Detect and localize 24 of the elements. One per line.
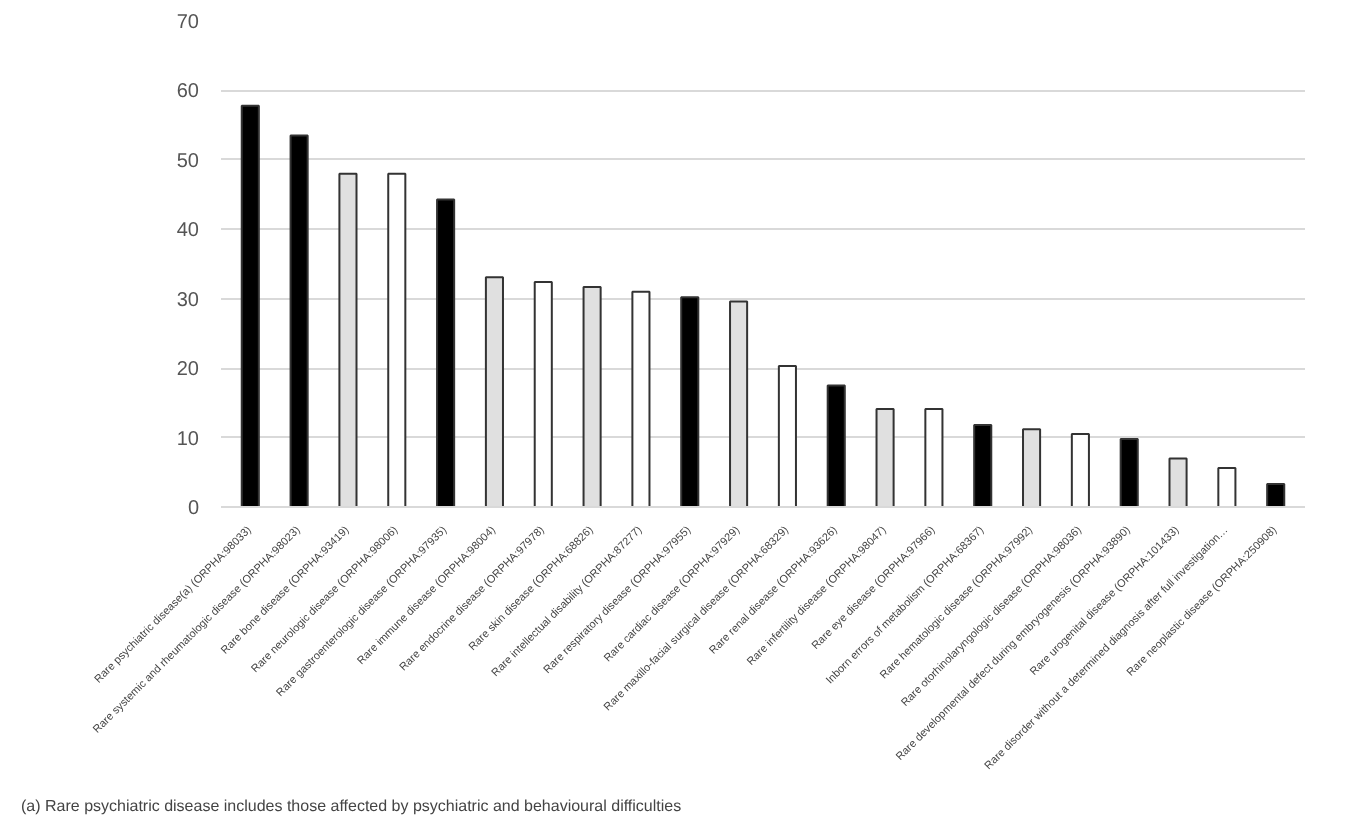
bar: [680, 296, 700, 507]
y-tick-label: 40: [176, 220, 200, 243]
bar: [1119, 437, 1139, 507]
y-tick-label: 0: [187, 498, 200, 520]
y-tick-label: 60: [176, 81, 200, 104]
bar: [533, 281, 553, 507]
bar: [1217, 467, 1237, 507]
y-tick-label: 50: [176, 150, 200, 173]
bar: [631, 290, 651, 507]
bar: [1266, 483, 1286, 507]
bar: [777, 365, 797, 507]
bar: [973, 424, 993, 507]
y-tick-label: 30: [176, 289, 200, 312]
bar: [240, 104, 260, 507]
bar: [924, 408, 944, 507]
bar: [436, 198, 456, 507]
bar: [289, 134, 309, 507]
bar: [387, 172, 407, 507]
y-tick-label: 10: [176, 428, 200, 451]
bar: [826, 384, 846, 507]
y-tick-label: 20: [176, 359, 200, 382]
y-tick-label: 70: [176, 12, 200, 34]
bar: [1070, 433, 1090, 507]
text: (a) Rare psychiatric disease includes those affected by psychiatric and behavioural difficulties: [21, 797, 682, 815]
